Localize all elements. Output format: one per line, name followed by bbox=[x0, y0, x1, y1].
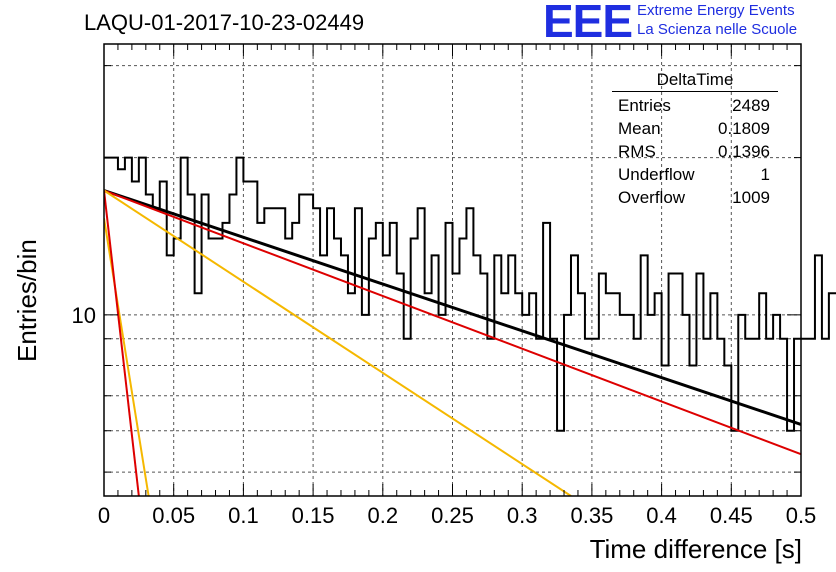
stats-row-underflow: Underflow 1 bbox=[612, 163, 778, 186]
stats-label: Overflow bbox=[618, 188, 686, 207]
y-axis-label-wrap: Entries/bin bbox=[4, 180, 44, 362]
plot-title: LAQU-01-2017-10-23-02449 bbox=[84, 10, 365, 35]
stats-value: 1009 bbox=[732, 188, 770, 207]
x-tick-label: 0.4 bbox=[646, 503, 677, 528]
fit-line-2 bbox=[104, 189, 572, 496]
eee-logo-line2: La Scienza nelle Scuole bbox=[637, 21, 798, 38]
fit-line-3 bbox=[104, 218, 150, 496]
eee-logo-mark: EEE bbox=[543, 0, 633, 47]
stats-row-entries: Entries 2489 bbox=[612, 94, 778, 117]
stats-row-rms: RMS 0.1396 bbox=[612, 140, 778, 163]
fit-line-4 bbox=[104, 190, 140, 496]
x-tick-label: 0.05 bbox=[152, 503, 195, 528]
x-tick-label: 0.3 bbox=[507, 503, 538, 528]
x-tick-label: 0.15 bbox=[292, 503, 335, 528]
stats-value: 0.1396 bbox=[718, 142, 770, 161]
stats-value: 0.1809 bbox=[718, 119, 770, 138]
stats-value: 2489 bbox=[732, 96, 770, 115]
x-tick-label: 0.5 bbox=[786, 503, 817, 528]
stats-label: Mean bbox=[618, 119, 661, 138]
eee-logo-line1: Extreme Energy Events bbox=[637, 2, 795, 19]
x-tick-label: 0.45 bbox=[710, 503, 753, 528]
fit-line-0 bbox=[104, 189, 801, 426]
y-tick-label: 10 bbox=[72, 303, 96, 328]
stats-row-mean: Mean 0.1809 bbox=[612, 117, 778, 140]
x-tick-label: 0.1 bbox=[228, 503, 259, 528]
stats-row-overflow: Overflow 1009 bbox=[612, 186, 778, 209]
x-tick-label: 0.2 bbox=[368, 503, 399, 528]
histogram-series bbox=[104, 156, 836, 432]
x-tick-label: 0.35 bbox=[570, 503, 613, 528]
y-axis-label: Entries/bin bbox=[12, 239, 42, 362]
stats-label: Entries bbox=[618, 96, 671, 115]
fit-line-1 bbox=[104, 189, 801, 456]
stats-box-title: DeltaTime bbox=[612, 70, 778, 92]
x-tick-label: 0.25 bbox=[431, 503, 474, 528]
stats-box: DeltaTime Entries 2489 Mean 0.1809 RMS 0… bbox=[612, 70, 778, 209]
stats-label: Underflow bbox=[618, 165, 695, 184]
stats-value: 1 bbox=[760, 165, 770, 184]
x-tick-label: 0 bbox=[98, 503, 110, 528]
x-axis-label: Time difference [s] bbox=[589, 534, 802, 564]
stats-label: RMS bbox=[618, 142, 656, 161]
